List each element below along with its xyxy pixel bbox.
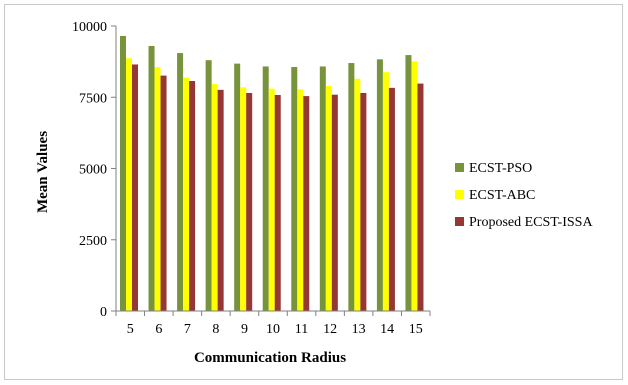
chart-frame [4,4,623,380]
x-tick-label: 6 [155,322,162,337]
bar [189,81,196,311]
x-tick-label: 11 [295,322,308,337]
x-tick-label: 15 [409,322,423,337]
legend-swatch [455,190,464,199]
x-axis-title: Communication Radius [194,350,346,366]
bar [160,75,167,311]
bar [417,83,424,311]
bar [360,92,367,311]
bar [234,63,241,312]
bar [303,96,310,311]
x-tick-label: 13 [352,322,366,337]
x-tick-label: 12 [323,322,337,337]
legend-label: ECST-ABC [469,188,535,203]
x-axis-ticks: 5 6 7 8 9 10 11 12 13 14 15 [115,311,431,337]
bar [177,53,184,311]
bar [354,78,361,311]
bar [348,63,355,311]
series-0 [120,35,412,312]
legend-swatch [455,163,464,172]
x-tick-label: 14 [380,322,394,337]
legend-swatch [455,217,464,226]
bar [405,55,412,311]
x-tick-label: 10 [266,322,280,337]
bar [217,89,224,311]
bar [205,60,212,312]
legend-label: ECST-PSO [469,161,532,176]
bar [388,87,395,311]
y-tick-label: 0 [100,305,107,320]
x-tick-label: 9 [241,322,248,337]
series-1 [126,58,418,312]
bar [382,72,389,311]
bar [325,85,332,311]
bar [126,58,132,311]
x-tick-label: 8 [212,322,219,337]
bar [274,94,281,311]
bar [154,67,161,311]
bar [240,87,247,312]
bar [331,94,338,311]
bar [262,66,269,311]
bar [183,77,190,312]
bar [268,88,275,311]
bar [319,66,326,311]
bar [148,45,155,311]
bar [376,59,383,311]
y-tick-label: 10000 [72,20,107,35]
y-axis-ticks: 0 2500 5000 7500 10000 [72,20,116,320]
bar [120,35,126,311]
legend: ECST-PSO ECST-ABC Proposed ECST-ISSA [455,161,593,230]
x-tick-label: 5 [127,322,134,337]
plot-marks [120,35,424,312]
y-tick-label: 2500 [79,234,107,249]
bar [411,61,418,312]
x-tick-label: 7 [184,322,191,337]
y-tick-label: 5000 [79,163,107,178]
y-axis-title: Mean Values [35,131,51,213]
bar [211,84,218,311]
legend-label: Proposed ECST-ISSA [469,215,593,230]
series-2 [132,64,424,311]
bar [291,67,298,311]
bar [297,89,304,312]
y-tick-label: 7500 [79,91,107,106]
bar [246,92,253,311]
bar [132,64,138,311]
